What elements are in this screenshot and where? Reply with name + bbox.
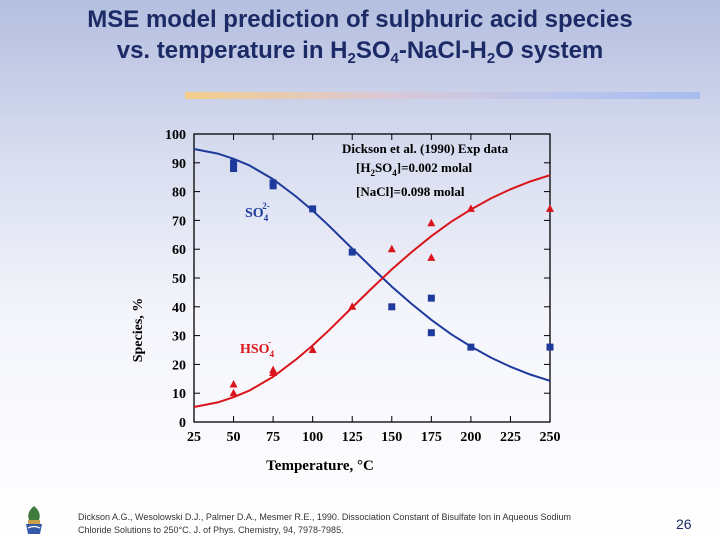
title-line-2: vs. temperature in H2SO4-NaCl-H2O system bbox=[0, 35, 720, 66]
reference-line-2: Chloride Solutions to 250°C. J. of Phys.… bbox=[78, 525, 344, 535]
title-part-1: vs. temperature in H bbox=[116, 37, 348, 64]
legend-sub-2: 2 bbox=[370, 168, 375, 178]
legend-part-1: [H bbox=[356, 160, 370, 175]
x-tick-label: 200 bbox=[460, 430, 481, 445]
so4-data-point bbox=[467, 343, 475, 351]
y-tick-label: 90 bbox=[172, 157, 186, 172]
y-tick-label: 60 bbox=[172, 243, 186, 258]
y-tick-label: 10 bbox=[172, 387, 186, 402]
so4-data-point bbox=[230, 165, 238, 173]
university-crest-logo bbox=[26, 506, 42, 534]
reference-line-1: Dickson A.G., Wesolowski D.J., Palmer D.… bbox=[78, 512, 572, 522]
x-tick-label: 25 bbox=[187, 430, 201, 445]
so4-series-label: SO4 2- bbox=[245, 201, 270, 223]
so4-data-point bbox=[269, 179, 277, 187]
legend-line-3: [NaCl]=0.098 molal bbox=[356, 184, 465, 199]
x-tick-label: 100 bbox=[302, 430, 323, 445]
hso4-data-point bbox=[427, 218, 436, 227]
x-tick-label: 150 bbox=[381, 430, 402, 445]
x-tick-label: 250 bbox=[540, 430, 561, 445]
x-tick-label: 75 bbox=[266, 430, 280, 445]
y-tick-label: 100 bbox=[165, 128, 186, 143]
so4-data-point bbox=[546, 343, 554, 351]
x-tick-label: 50 bbox=[227, 430, 241, 445]
legend-line-2: [H2SO4]=0.002 molal bbox=[356, 160, 472, 178]
so4-data-point bbox=[388, 303, 396, 311]
hso4-series-label: HSO4 - bbox=[240, 337, 275, 359]
y-tick-label: 80 bbox=[172, 186, 186, 201]
slide-title: MSE model prediction of sulphuric acid s… bbox=[0, 4, 720, 66]
hso4-data-point bbox=[348, 302, 357, 310]
experimental-markers bbox=[229, 159, 554, 397]
page-number: 26 bbox=[676, 516, 692, 532]
chart-axes: 25 50 75 100 125 150 175 200 225 250 0 10 20 30 40 50 60… bbox=[165, 128, 561, 445]
y-axis-label: Species, % bbox=[131, 298, 146, 363]
x-tick-label: 225 bbox=[500, 430, 521, 445]
so4-data-point bbox=[230, 159, 238, 167]
hso4-label-sup: - bbox=[268, 337, 271, 347]
hso4-data-point bbox=[427, 253, 436, 261]
title-divider bbox=[185, 92, 700, 99]
title-sub-4: 4 bbox=[390, 50, 399, 67]
hso4-data-point bbox=[387, 244, 396, 253]
x-axis-label: Temperature, °C bbox=[266, 458, 374, 474]
so4-label-sub: 4 bbox=[264, 213, 269, 223]
species-temperature-chart: 25 50 75 100 125 150 175 200 225 250 0 10 20 30 40 50 60… bbox=[131, 128, 561, 474]
hso4-data-point bbox=[546, 204, 554, 212]
title-line-1: MSE model prediction of sulphuric acid s… bbox=[87, 6, 633, 33]
model-curves bbox=[193, 148, 551, 408]
title-part-system: O system bbox=[495, 37, 604, 64]
hso4-label-sub: 4 bbox=[270, 349, 275, 359]
hso4-data-point bbox=[466, 204, 475, 212]
y-tick-label: 0 bbox=[179, 416, 186, 431]
so4-label-base: SO bbox=[245, 206, 264, 221]
title-part-so: SO bbox=[355, 37, 391, 64]
reference-citation: Dickson A.G., Wesolowski D.J., Palmer D.… bbox=[78, 511, 638, 537]
so4-label-sup: 2- bbox=[262, 201, 270, 211]
legend-part-molal: ]=0.002 molal bbox=[397, 160, 473, 175]
y-tick-label: 30 bbox=[172, 330, 186, 345]
title-sub-h2o: 2 bbox=[486, 50, 496, 67]
hso4-data-point bbox=[229, 380, 238, 388]
y-tick-label: 50 bbox=[172, 272, 186, 287]
legend-line-1: Dickson et al. (1990) Exp data bbox=[342, 141, 509, 156]
x-tick-label: 175 bbox=[421, 430, 442, 445]
legend-part-so: SO bbox=[375, 160, 392, 175]
so4-data-point bbox=[427, 329, 435, 337]
chart-legend: Dickson et al. (1990) Exp data [H2SO4]=0… bbox=[342, 141, 509, 199]
hso4-data-point bbox=[269, 365, 278, 374]
y-tick-label: 70 bbox=[172, 214, 186, 229]
legend-sub-4: 4 bbox=[392, 168, 397, 178]
hso4-data-point bbox=[308, 345, 317, 353]
x-tick-label: 125 bbox=[342, 430, 363, 445]
so4-data-point bbox=[427, 294, 435, 302]
hso4-data-point bbox=[229, 388, 238, 397]
so4-data-point bbox=[309, 205, 317, 213]
title-sub-h2: 2 bbox=[347, 50, 356, 67]
hso4-model-line bbox=[193, 174, 551, 408]
so4-data-point bbox=[348, 248, 356, 256]
title-part-nacl: -NaCl-H bbox=[398, 37, 487, 64]
hso4-label-base: HSO bbox=[240, 342, 270, 357]
y-tick-label: 40 bbox=[172, 301, 186, 316]
y-tick-label: 20 bbox=[172, 358, 186, 373]
so4-model-line bbox=[193, 148, 551, 382]
